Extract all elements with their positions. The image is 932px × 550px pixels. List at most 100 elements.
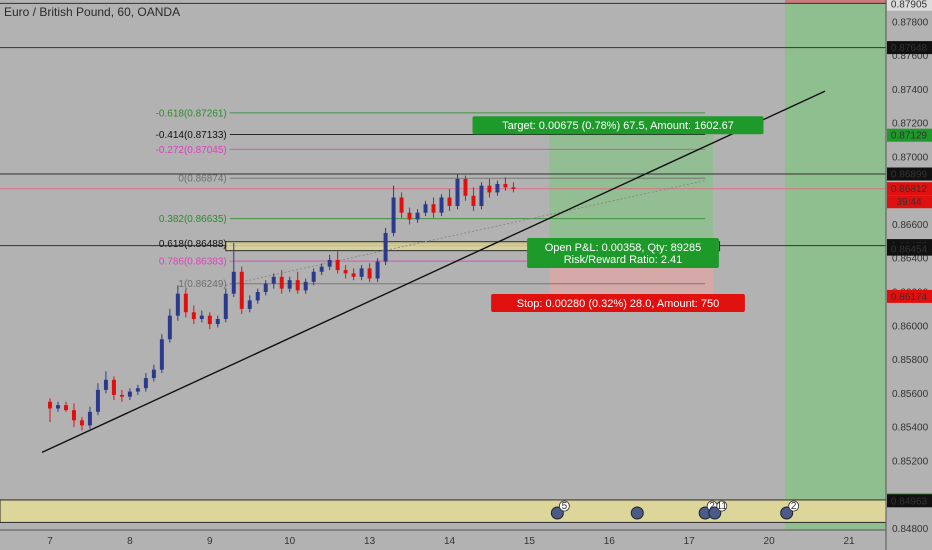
candle-body xyxy=(95,389,100,412)
x-tick-label: 13 xyxy=(364,536,376,547)
event-badge xyxy=(716,500,728,512)
candle-body xyxy=(263,283,268,293)
candle-body xyxy=(479,185,484,206)
candle-body xyxy=(239,271,244,309)
candle-body xyxy=(327,259,332,267)
x-tick-label: 7 xyxy=(47,536,53,547)
candle-body xyxy=(287,280,292,289)
y-tick-label: 0.87000 xyxy=(892,152,929,163)
x-tick-label: 10 xyxy=(284,536,296,547)
pnl-tooltip-box xyxy=(527,238,719,268)
price-label-box xyxy=(887,195,932,209)
event-badge xyxy=(558,500,570,512)
y-tick-label: 0.87600 xyxy=(892,51,929,62)
event-badge-count: 5 xyxy=(562,501,568,512)
event-marker-icon xyxy=(630,506,644,520)
candle-body xyxy=(503,183,508,188)
price-axis xyxy=(886,0,932,550)
candle-body xyxy=(191,312,196,320)
candle-body xyxy=(215,319,220,325)
candle-body xyxy=(303,281,308,291)
candle-body xyxy=(335,259,340,271)
price-label-text: 0.87905 xyxy=(891,0,928,11)
candle-body xyxy=(103,379,108,390)
candle-body xyxy=(63,405,68,411)
candle-body xyxy=(175,293,180,316)
candle-body xyxy=(471,195,476,206)
trendline xyxy=(41,90,826,453)
x-tick-label: 16 xyxy=(604,536,616,547)
chart-title: Euro / British Pound, 60, OANDA xyxy=(4,5,181,19)
candle-body xyxy=(439,197,444,213)
candle-body xyxy=(351,273,356,277)
price-label-box xyxy=(887,128,932,142)
x-tick-label: 15 xyxy=(524,536,536,547)
candle-body xyxy=(295,280,300,291)
pnl-tooltip-text: Risk/Reward Ratio: 2.41 xyxy=(564,254,683,266)
candle-body xyxy=(375,261,380,279)
candle-body xyxy=(463,178,468,196)
fib-level-label: 1(0.86249) xyxy=(178,279,226,290)
candle-body xyxy=(247,300,252,309)
candle-body xyxy=(407,212,412,220)
candle-body xyxy=(343,270,348,274)
right-zone xyxy=(785,0,886,530)
x-tick-label: 14 xyxy=(444,536,456,547)
candle-body xyxy=(183,293,188,313)
y-tick-label: 0.86400 xyxy=(892,254,929,265)
candle-body xyxy=(319,266,324,272)
candle-body xyxy=(127,391,132,397)
candle-body xyxy=(111,379,116,395)
candle-body xyxy=(383,232,388,262)
price-label-text: 0.86899 xyxy=(891,170,928,181)
candle-body xyxy=(151,369,156,379)
event-badge xyxy=(788,500,800,512)
candle-body xyxy=(207,315,212,325)
pnl-tooltip-text: Open P&L: 0.00358, Qty: 89285 xyxy=(545,242,702,254)
dotted-projection-line xyxy=(225,180,706,286)
y-tick-label: 0.85600 xyxy=(892,389,929,400)
target-tooltip-box xyxy=(472,116,764,135)
candle-body xyxy=(359,268,364,277)
fib-level-label: -0.618(0.87261) xyxy=(156,108,227,119)
x-tick-label: 9 xyxy=(207,536,213,547)
candle-body xyxy=(79,420,84,426)
y-tick-label: 0.86600 xyxy=(892,220,929,231)
x-tick-label: 20 xyxy=(764,536,776,547)
x-tick-label: 21 xyxy=(843,536,855,547)
candle-body xyxy=(455,178,460,206)
price-label-text: 0.87648 xyxy=(891,43,928,54)
target-zone xyxy=(549,135,714,250)
y-tick-label: 0.84800 xyxy=(892,524,929,535)
candle-body xyxy=(71,410,76,421)
event-badge-count: 2 xyxy=(709,501,715,512)
x-tick-label: 8 xyxy=(127,536,133,547)
candle-body xyxy=(495,183,500,193)
fib-level-label: 0.382(0.86635) xyxy=(159,214,227,225)
candle-body xyxy=(135,388,140,392)
price-label-box xyxy=(887,494,932,508)
candle-body xyxy=(55,405,60,409)
candle-body xyxy=(231,271,236,294)
right-zone-red-strip xyxy=(785,0,886,4)
y-tick-label: 0.85800 xyxy=(892,355,929,366)
event-marker-icon xyxy=(708,506,722,520)
fib-level-label: 0.618(0.86488) xyxy=(159,239,227,250)
candle-body xyxy=(48,401,52,409)
candle-body xyxy=(511,187,516,190)
candle-body xyxy=(423,204,428,213)
y-tick-label: 0.86000 xyxy=(892,321,929,332)
price-label-text: 0.86174 xyxy=(891,292,928,303)
price-label-text: 0.87129 xyxy=(891,131,928,142)
price-label-text: 0.86454 xyxy=(891,245,928,256)
price-label-text: 0.84963 xyxy=(891,496,928,507)
y-tick-label: 0.87200 xyxy=(892,119,929,130)
candle-body xyxy=(415,212,420,220)
candle-body xyxy=(87,411,92,426)
event-badge-count: 11 xyxy=(717,501,728,512)
candle-body xyxy=(255,292,260,301)
candle-body xyxy=(167,315,172,340)
candle-body xyxy=(447,197,452,206)
